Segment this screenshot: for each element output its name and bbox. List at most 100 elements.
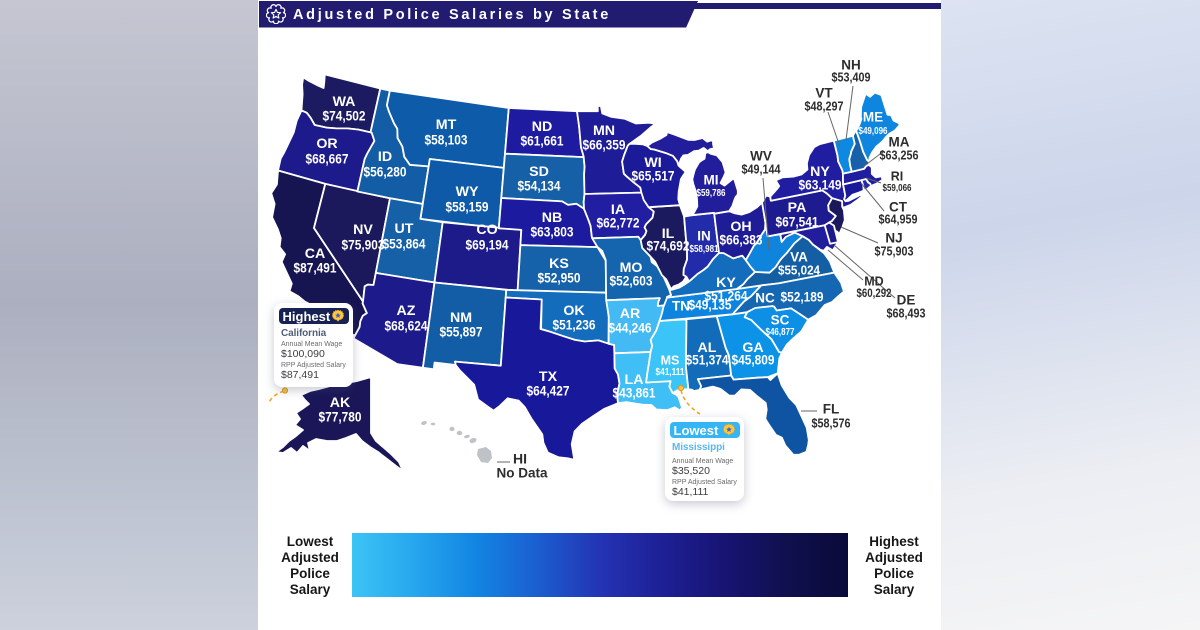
svg-text:$51,236: $51,236 [553,318,596,333]
svg-text:SC: SC [771,313,790,328]
svg-text:$58,576: $58,576 [812,416,851,430]
svg-text:$56,280: $56,280 [364,165,407,180]
svg-text:NJ: NJ [885,231,902,246]
svg-text:ND: ND [532,119,553,135]
svg-text:$49,096: $49,096 [859,125,888,137]
svg-text:$61,661: $61,661 [521,134,564,149]
svg-text:TN: TN [672,299,690,314]
svg-text:KY: KY [716,275,736,291]
svg-text:$59,066: $59,066 [883,182,912,194]
svg-text:MN: MN [593,123,615,139]
svg-text:NV: NV [353,222,373,238]
svg-text:$58,981: $58,981 [690,243,719,255]
svg-text:MS: MS [661,353,680,367]
svg-text:IA: IA [611,202,625,218]
svg-text:$66,359: $66,359 [583,138,626,153]
svg-text:NH: NH [841,58,861,73]
svg-text:$49,135: $49,135 [689,298,732,313]
svg-text:LA: LA [625,372,644,388]
svg-text:$48,297: $48,297 [805,99,844,113]
svg-text:VA: VA [790,250,808,265]
svg-text:CO: CO [476,222,497,238]
svg-text:$63,149: $63,149 [799,178,842,193]
svg-text:$68,493: $68,493 [887,306,926,320]
svg-text:$46,877: $46,877 [766,326,795,338]
svg-text:$60,292: $60,292 [857,288,892,300]
svg-text:CA: CA [305,246,326,262]
svg-text:AK: AK [330,395,351,411]
svg-text:AL: AL [698,340,717,356]
svg-text:ME: ME [863,110,883,125]
svg-text:$66,383: $66,383 [720,233,763,248]
svg-text:WI: WI [644,155,661,171]
svg-text:FL: FL [823,402,840,417]
svg-text:$64,427: $64,427 [527,384,570,399]
svg-text:NC: NC [755,291,775,306]
svg-text:NM: NM [450,310,472,326]
svg-text:$59,786: $59,786 [697,187,726,199]
svg-text:$41,111: $41,111 [656,366,685,378]
svg-text:RI: RI [891,169,904,183]
svg-text:$58,159: $58,159 [446,200,489,215]
svg-text:CT: CT [889,200,908,215]
svg-text:OK: OK [563,303,585,319]
svg-text:$49,144: $49,144 [742,162,781,176]
svg-text:GA: GA [742,340,763,356]
svg-text:WY: WY [456,184,479,200]
svg-text:VT: VT [815,86,833,101]
svg-text:$55,897: $55,897 [440,325,483,340]
svg-text:$63,803: $63,803 [531,225,574,240]
svg-text:$75,903: $75,903 [875,244,914,258]
svg-text:$68,667: $68,667 [306,152,349,167]
svg-text:$77,780: $77,780 [319,410,362,425]
svg-text:$52,603: $52,603 [610,274,653,289]
svg-text:TX: TX [539,369,558,385]
svg-text:$55,024: $55,024 [778,262,821,277]
svg-text:$52,950: $52,950 [538,271,581,286]
svg-text:WA: WA [333,94,356,110]
svg-text:$74,692: $74,692 [647,239,690,254]
svg-text:MO: MO [620,260,643,276]
svg-text:AZ: AZ [397,303,416,319]
svg-text:$65,517: $65,517 [632,169,675,184]
svg-text:$68,624: $68,624 [385,319,428,334]
svg-text:UT: UT [395,221,414,237]
svg-text:IN: IN [697,229,711,244]
svg-text:$51,374: $51,374 [686,353,729,368]
svg-text:$63,256: $63,256 [880,148,919,162]
svg-text:IL: IL [662,226,675,242]
svg-text:$62,772: $62,772 [597,216,640,231]
svg-text:$69,194: $69,194 [466,238,509,253]
svg-text:MT: MT [436,117,457,133]
svg-text:OH: OH [730,219,751,235]
svg-text:$74,502: $74,502 [323,109,366,124]
svg-text:NY: NY [810,164,830,180]
svg-text:$67,541: $67,541 [776,215,819,230]
svg-text:KS: KS [549,256,569,272]
svg-text:NB: NB [542,210,563,226]
svg-text:AR: AR [620,306,641,322]
svg-text:$75,903: $75,903 [342,238,385,253]
svg-text:MD: MD [864,274,883,288]
svg-text:$51,264: $51,264 [705,289,748,304]
svg-text:$43,861: $43,861 [613,386,656,401]
svg-text:No Data: No Data [496,466,547,481]
svg-text:$87,491: $87,491 [294,261,337,276]
svg-text:$52,189: $52,189 [781,290,824,305]
svg-text:MA: MA [889,135,910,150]
svg-text:HI: HI [513,451,527,467]
svg-text:$53,864: $53,864 [383,237,426,252]
svg-text:ID: ID [378,149,392,165]
svg-text:$44,246: $44,246 [609,321,652,336]
svg-text:DE: DE [897,293,916,308]
svg-text:WV: WV [750,149,772,164]
svg-text:$45,809: $45,809 [732,353,775,368]
svg-text:SD: SD [529,164,549,180]
svg-text:$64,959: $64,959 [879,212,918,226]
svg-text:$54,134: $54,134 [518,179,561,194]
svg-text:MI: MI [704,173,719,188]
svg-text:PA: PA [788,200,807,216]
svg-text:$58,103: $58,103 [425,133,468,148]
svg-text:$53,409: $53,409 [832,70,871,84]
svg-text:OR: OR [316,136,337,152]
